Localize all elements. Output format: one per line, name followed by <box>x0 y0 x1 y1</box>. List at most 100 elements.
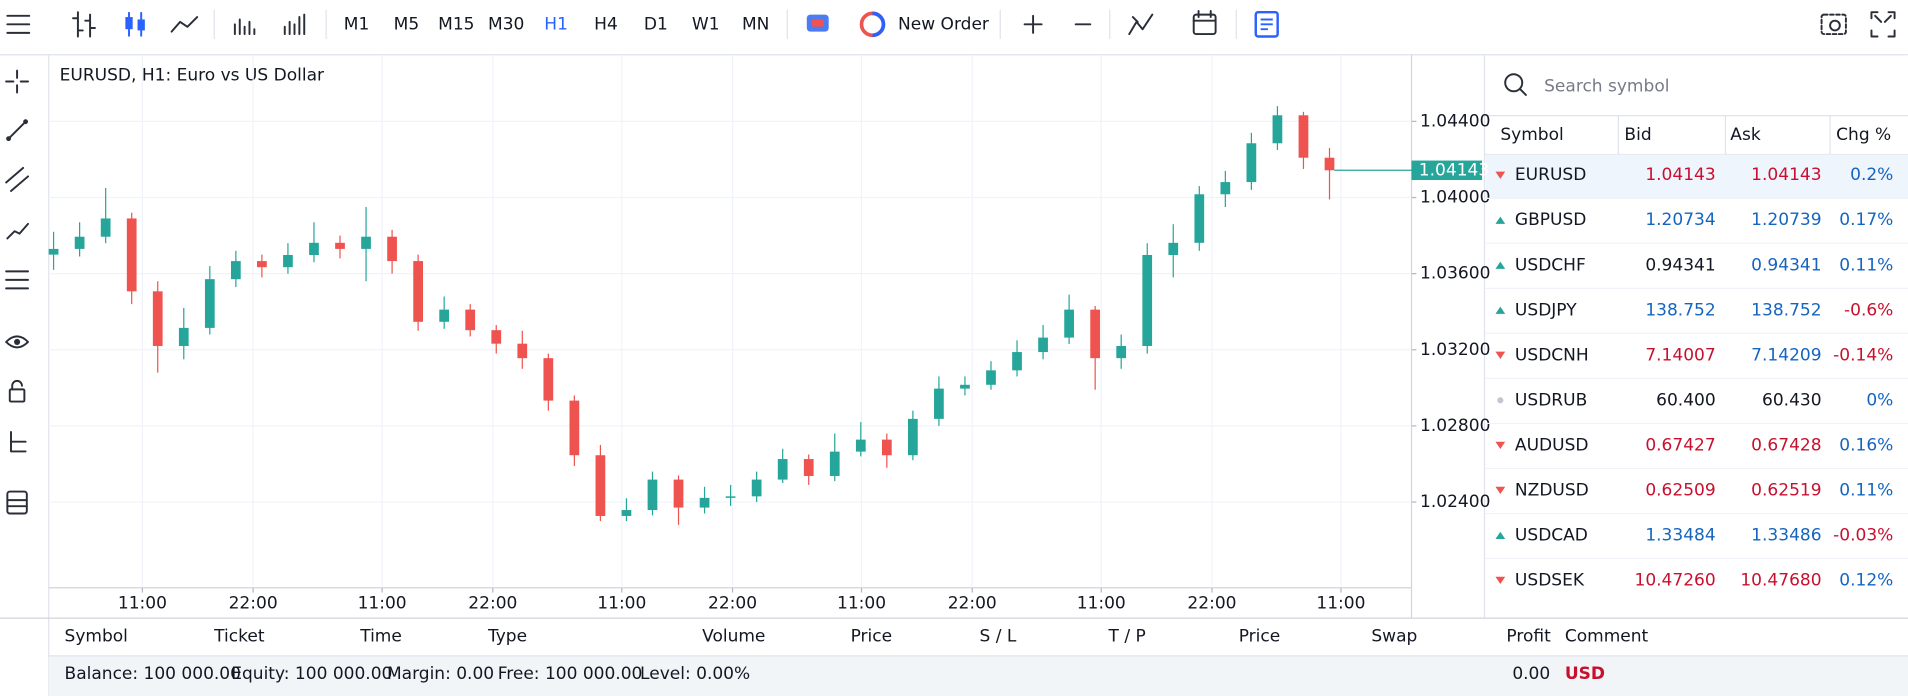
calendar-button[interactable] <box>1192 9 1217 36</box>
timeframe-button[interactable]: M30 <box>488 14 524 34</box>
symbol[interactable]: NZDUSD <box>1515 480 1589 500</box>
indicators-button[interactable] <box>1128 13 1154 36</box>
bid: 1.33484 <box>1645 525 1715 545</box>
crosshair-tool[interactable] <box>5 69 30 94</box>
currency: USD <box>1565 664 1605 684</box>
line-button[interactable] <box>170 16 199 33</box>
symbol[interactable]: USDCNH <box>1515 345 1589 365</box>
candle-body <box>908 418 918 456</box>
candle-body <box>1142 254 1153 346</box>
symbol[interactable]: USDCAD <box>1515 525 1588 545</box>
candle-body <box>309 242 319 255</box>
trade-button[interactable] <box>806 14 829 32</box>
fib-tool[interactable] <box>5 270 30 290</box>
candle-body <box>100 218 111 237</box>
timeframe-button[interactable]: M15 <box>438 14 474 34</box>
y-tick-label: 1.03200 <box>1420 340 1490 360</box>
x-tick-label: 22:00 <box>948 594 997 614</box>
trendline-tool[interactable] <box>6 119 29 142</box>
candle-body <box>855 439 866 452</box>
candle-body <box>803 459 814 476</box>
margin: Margin: 0.00 <box>387 664 494 684</box>
positions-header: Ticket <box>213 626 265 646</box>
polyline-tool[interactable] <box>6 222 30 240</box>
eye-tool[interactable] <box>5 335 30 349</box>
timeframe-button[interactable]: W1 <box>692 14 720 34</box>
watchlist-header: Bid <box>1624 125 1651 145</box>
trend-up <box>1495 531 1506 540</box>
candle-body <box>1116 345 1127 359</box>
x-tick-label: 11:00 <box>358 594 407 614</box>
tree-tool[interactable] <box>10 430 27 453</box>
x-tick-label: 11:00 <box>118 594 167 614</box>
search-placeholder[interactable]: Search symbol <box>1544 76 1669 96</box>
search-box[interactable]: Search symbol <box>1504 73 1669 96</box>
candle-body <box>387 236 397 262</box>
timeframe-button[interactable]: H4 <box>594 14 618 34</box>
symbol[interactable]: EURUSD <box>1515 165 1586 185</box>
fullscreen-button[interactable] <box>1870 11 1896 38</box>
ask: 0.62519 <box>1751 480 1821 500</box>
ask: 10.47680 <box>1740 570 1821 590</box>
template-button[interactable] <box>1254 10 1279 38</box>
candle-body <box>881 439 892 456</box>
zoom-in-button[interactable] <box>1023 14 1043 34</box>
symbol[interactable]: GBPUSD <box>1515 210 1586 230</box>
symbol[interactable]: USDSEK <box>1515 570 1585 590</box>
candle-body <box>543 358 554 401</box>
trend-up <box>1495 261 1506 269</box>
bars-button[interactable] <box>72 11 96 38</box>
ask: 0.94341 <box>1751 255 1821 275</box>
candle-body <box>283 254 293 268</box>
menu-button[interactable] <box>6 14 31 34</box>
positions-header: Price <box>851 626 893 646</box>
current-price-badge <box>1411 160 1483 181</box>
timeframe-button[interactable]: MN <box>742 14 769 34</box>
timeframe-button[interactable]: M1 <box>344 14 370 34</box>
screenshot-button[interactable] <box>1820 13 1847 36</box>
positions-header: Symbol <box>65 626 128 646</box>
change: 0.16% <box>1839 435 1893 455</box>
positions-header: S / L <box>980 626 1017 646</box>
symbol[interactable]: USDJPY <box>1515 300 1577 320</box>
candle-body <box>1012 352 1022 371</box>
timeframe-button[interactable]: H1 <box>544 14 568 34</box>
candle-body <box>1324 157 1335 171</box>
x-tick-label: 22:00 <box>1187 594 1236 614</box>
ask: 138.752 <box>1751 300 1821 320</box>
lock-tool[interactable] <box>8 379 26 403</box>
symbol[interactable]: AUDUSD <box>1515 435 1589 455</box>
new-order-button[interactable]: New Order <box>859 11 989 38</box>
new-order-label[interactable]: New Order <box>898 14 989 34</box>
candle-body <box>569 400 580 456</box>
change: 0.2% <box>1850 165 1893 185</box>
watchlist-header: Chg % <box>1836 125 1891 145</box>
ask: 1.20739 <box>1751 210 1821 230</box>
trend-down <box>1495 351 1506 359</box>
candles-button[interactable] <box>125 12 145 37</box>
change: 0.12% <box>1839 570 1893 590</box>
timeframe-button[interactable]: D1 <box>644 14 668 34</box>
candle-body <box>152 291 163 346</box>
watchlist-header: Symbol <box>1500 125 1563 145</box>
candle-body <box>699 497 710 508</box>
channel-tool[interactable] <box>5 166 30 193</box>
volume-ticks-button[interactable] <box>283 13 306 36</box>
ask: 0.67428 <box>1751 435 1821 455</box>
y-tick-label: 1.04000 <box>1420 188 1490 208</box>
symbol[interactable]: USDCHF <box>1515 255 1586 275</box>
y-tick-label: 1.04400 <box>1420 111 1490 131</box>
candle-body <box>517 343 528 359</box>
timeframe-button[interactable]: M5 <box>394 14 420 34</box>
symbol[interactable]: USDRUB <box>1515 390 1587 410</box>
change: -0.6% <box>1844 300 1893 320</box>
candle-body <box>1168 242 1179 255</box>
candle-body <box>1298 115 1309 158</box>
candle-body <box>986 370 996 385</box>
objects-tool[interactable] <box>6 490 28 515</box>
volume-button[interactable] <box>233 18 256 36</box>
watchlist-header: Ask <box>1730 125 1761 145</box>
trend-up <box>1495 216 1506 224</box>
candle-body <box>439 309 450 322</box>
